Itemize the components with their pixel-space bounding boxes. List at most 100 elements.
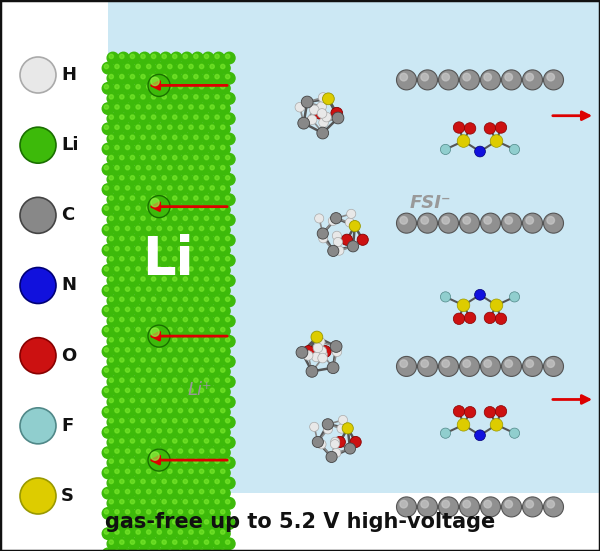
Circle shape — [157, 165, 161, 170]
Circle shape — [167, 327, 172, 332]
Circle shape — [176, 366, 188, 377]
Circle shape — [170, 498, 182, 509]
Circle shape — [145, 447, 156, 458]
Circle shape — [162, 196, 166, 200]
Circle shape — [311, 352, 321, 362]
Circle shape — [20, 338, 56, 374]
Circle shape — [454, 122, 465, 133]
Circle shape — [173, 479, 177, 484]
Circle shape — [104, 530, 109, 534]
Circle shape — [199, 489, 204, 494]
Circle shape — [314, 107, 326, 119]
Circle shape — [226, 236, 230, 241]
Circle shape — [457, 299, 470, 311]
Circle shape — [218, 447, 230, 458]
Circle shape — [115, 510, 119, 514]
Circle shape — [213, 295, 224, 306]
Circle shape — [124, 386, 135, 398]
Circle shape — [160, 174, 172, 185]
Circle shape — [155, 224, 167, 236]
Circle shape — [178, 226, 182, 231]
Circle shape — [145, 366, 156, 377]
Circle shape — [218, 305, 230, 317]
Circle shape — [125, 327, 130, 332]
Circle shape — [157, 206, 161, 210]
Circle shape — [155, 507, 167, 519]
Circle shape — [213, 93, 224, 104]
Circle shape — [170, 255, 182, 266]
Circle shape — [213, 417, 224, 428]
Circle shape — [162, 155, 166, 160]
Circle shape — [124, 123, 135, 134]
Circle shape — [176, 184, 188, 195]
Circle shape — [151, 257, 156, 261]
Circle shape — [484, 360, 491, 368]
Circle shape — [146, 287, 151, 291]
Circle shape — [102, 184, 114, 195]
Circle shape — [210, 206, 214, 210]
Circle shape — [319, 345, 331, 358]
Circle shape — [155, 62, 167, 74]
Circle shape — [109, 540, 113, 544]
Circle shape — [176, 285, 188, 296]
Circle shape — [102, 326, 114, 337]
Circle shape — [145, 143, 156, 155]
Circle shape — [460, 356, 479, 376]
Circle shape — [197, 224, 209, 236]
Circle shape — [146, 165, 151, 170]
Circle shape — [213, 52, 224, 64]
Circle shape — [148, 196, 170, 218]
Circle shape — [439, 497, 458, 517]
Circle shape — [224, 356, 235, 368]
Circle shape — [102, 467, 114, 479]
Circle shape — [124, 528, 135, 539]
Circle shape — [181, 315, 193, 327]
Circle shape — [197, 245, 209, 256]
Circle shape — [109, 317, 113, 322]
Circle shape — [170, 73, 182, 84]
Circle shape — [113, 224, 124, 236]
Circle shape — [107, 417, 119, 428]
Circle shape — [210, 408, 214, 413]
Circle shape — [210, 145, 214, 150]
Circle shape — [130, 54, 134, 58]
Circle shape — [155, 83, 167, 94]
Circle shape — [155, 426, 167, 438]
Circle shape — [194, 115, 198, 120]
Circle shape — [124, 507, 135, 519]
Circle shape — [213, 477, 224, 489]
Circle shape — [107, 214, 119, 226]
Circle shape — [224, 396, 235, 408]
Circle shape — [481, 497, 500, 517]
Circle shape — [107, 133, 119, 145]
Circle shape — [199, 550, 204, 551]
Circle shape — [215, 176, 219, 180]
Circle shape — [192, 214, 203, 226]
Circle shape — [178, 449, 182, 453]
Circle shape — [134, 285, 145, 296]
Circle shape — [178, 186, 182, 190]
Circle shape — [166, 345, 177, 357]
Circle shape — [149, 255, 161, 266]
Circle shape — [170, 315, 182, 327]
Circle shape — [192, 437, 203, 449]
Circle shape — [141, 155, 145, 160]
Circle shape — [442, 500, 449, 508]
Circle shape — [341, 234, 352, 245]
Circle shape — [221, 348, 225, 352]
Circle shape — [215, 317, 219, 322]
Circle shape — [157, 246, 161, 251]
Circle shape — [192, 498, 203, 509]
Circle shape — [145, 224, 156, 236]
Circle shape — [136, 327, 140, 332]
Circle shape — [167, 206, 172, 210]
Circle shape — [194, 439, 198, 443]
Circle shape — [202, 538, 214, 549]
Circle shape — [141, 115, 145, 120]
Circle shape — [176, 62, 188, 74]
Circle shape — [166, 447, 177, 458]
Circle shape — [221, 267, 225, 271]
Circle shape — [173, 54, 177, 58]
Circle shape — [104, 408, 109, 413]
Circle shape — [166, 548, 177, 551]
